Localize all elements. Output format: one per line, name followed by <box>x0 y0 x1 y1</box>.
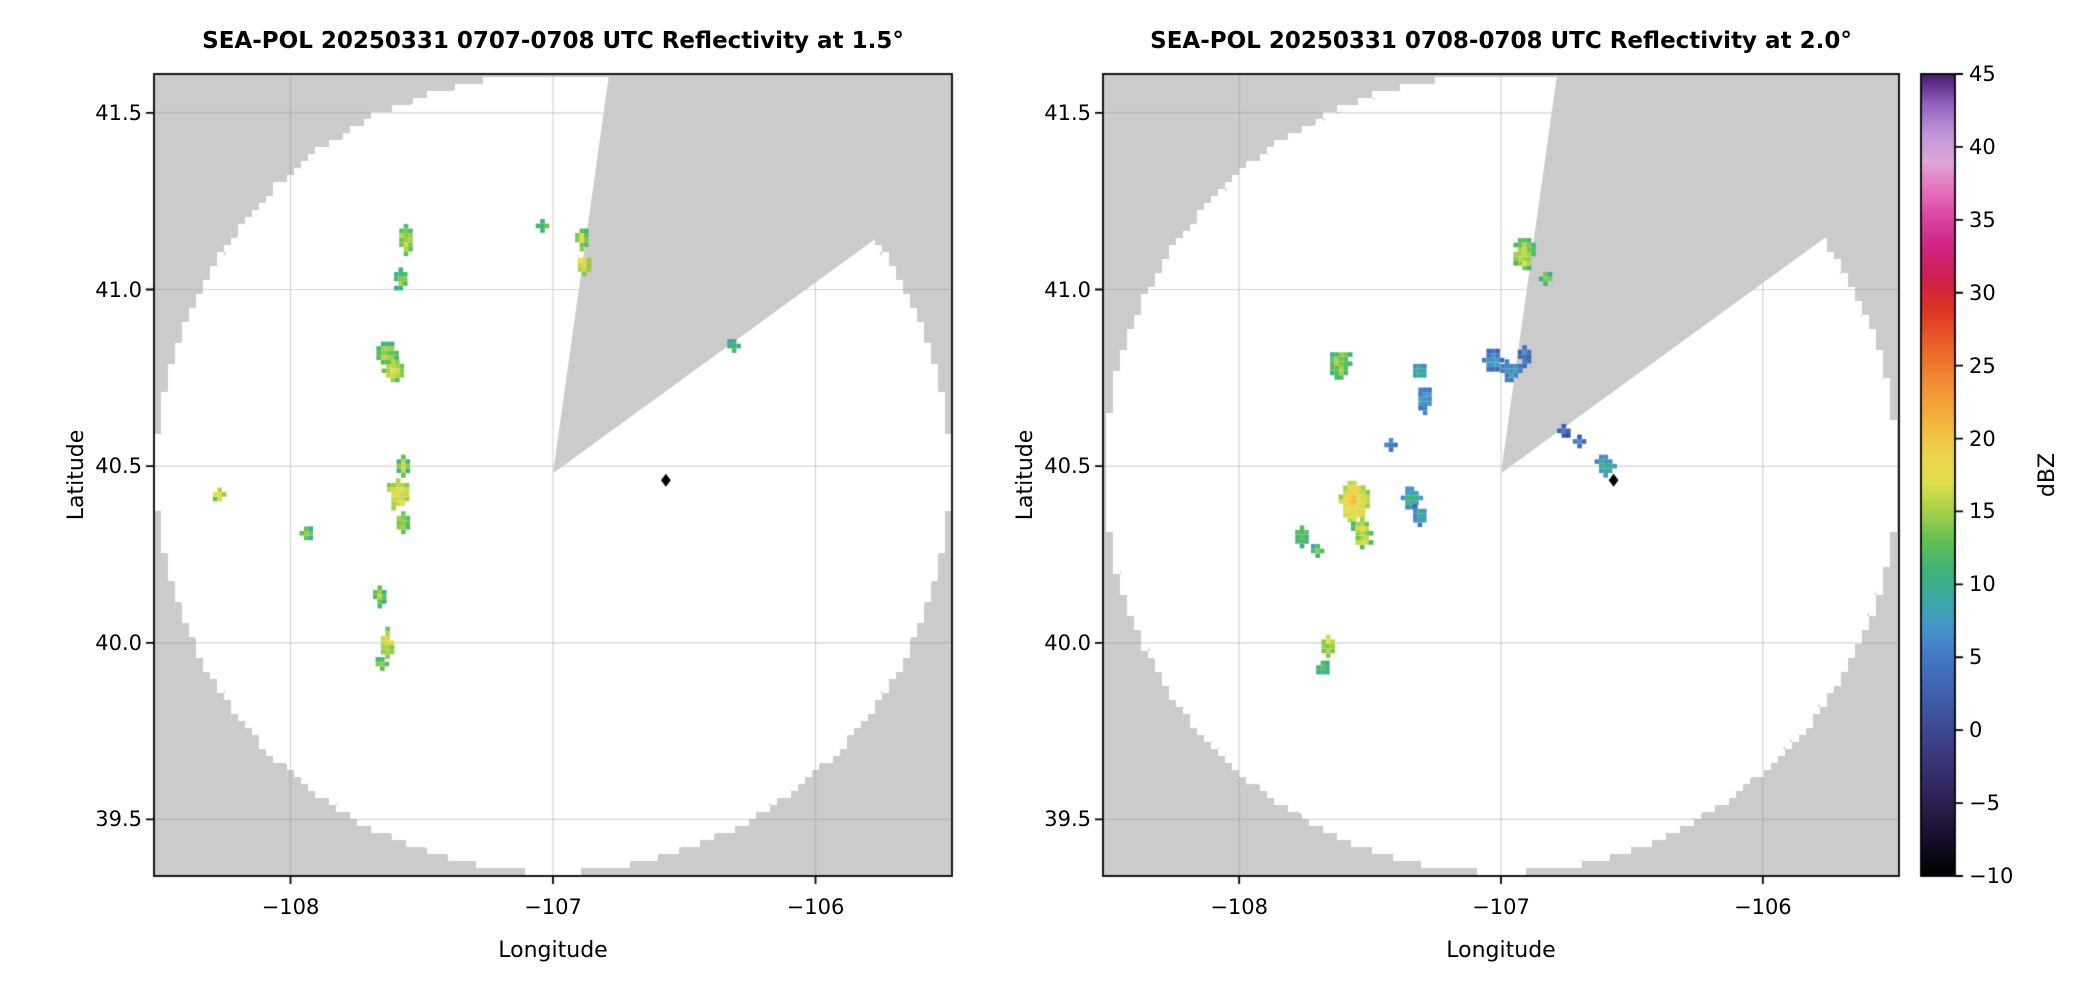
left-panel-title: SEA-POL 20250331 0707-0708 UTC Reflectiv… <box>202 28 904 54</box>
x-tick-label: −107 <box>524 895 582 919</box>
colorbar-tick-label: 45 <box>1969 62 1996 86</box>
colorbar-tick-label: 30 <box>1969 280 1996 305</box>
right-panel-title: SEA-POL 20250331 0708-0708 UTC Reflectiv… <box>1150 28 1852 54</box>
colorbar-tick-label: 35 <box>1969 207 1996 232</box>
colorbar-tick-label: 15 <box>1969 499 1996 524</box>
colorbar-tick-label: −5 <box>1969 791 2000 816</box>
y-tick-label: 40.5 <box>1044 454 1091 479</box>
y-tick-label: 39.5 <box>1044 807 1091 832</box>
y-tick-label: 41.5 <box>1044 100 1091 125</box>
x-tick-label: −106 <box>1733 895 1792 919</box>
x-tick-label: −108 <box>261 895 320 919</box>
x-tick-label: −107 <box>1472 895 1530 919</box>
y-tick-label: 40.5 <box>95 454 142 479</box>
colorbar-tick-label: 0 <box>1969 718 1983 743</box>
colorbar-tick-label: 5 <box>1969 645 1983 670</box>
left-panel-x-axis-label: Longitude <box>498 938 608 963</box>
colorbar-tick-label: 20 <box>1969 426 1996 451</box>
x-tick-label: −108 <box>1210 895 1268 919</box>
y-tick-label: 41.0 <box>95 277 142 302</box>
y-tick-label: 40.0 <box>95 630 142 655</box>
colorbar-tick-label: 40 <box>1969 134 1996 159</box>
y-tick-label: 41.0 <box>1044 277 1091 302</box>
y-tick-label: 41.5 <box>95 100 142 125</box>
colorbar-tick-label: −10 <box>1969 864 2014 888</box>
y-tick-label: 40.0 <box>1044 630 1091 655</box>
colorbar-tick-label: 25 <box>1969 353 1996 378</box>
right-panel-x-axis-label: Longitude <box>1446 938 1556 963</box>
colorbar-tick-label: 10 <box>1969 572 1996 597</box>
y-tick-label: 39.5 <box>95 807 142 832</box>
x-tick-label: −106 <box>786 895 845 919</box>
